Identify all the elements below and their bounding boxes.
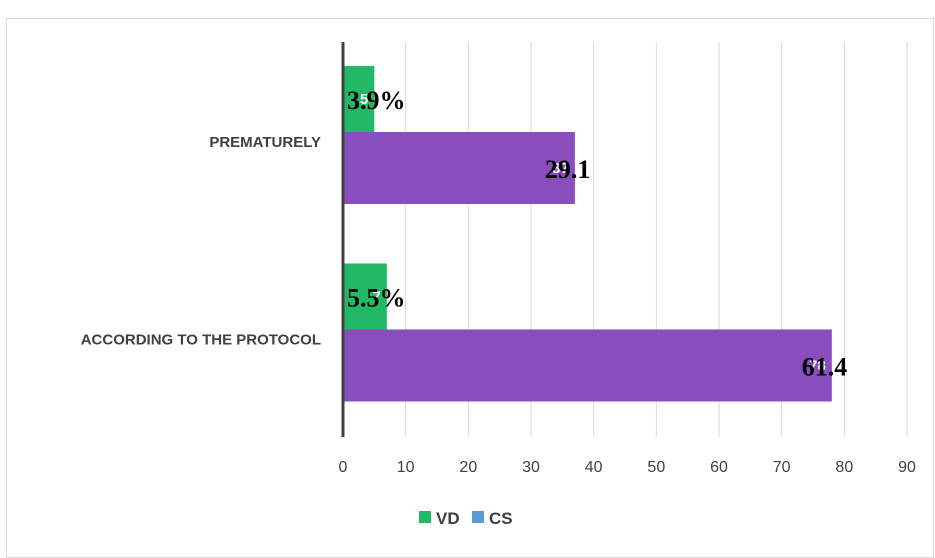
legend-swatch-cs	[472, 511, 484, 523]
overlay-value-label: 3.9%	[347, 86, 406, 115]
bar-vd	[344, 66, 375, 132]
bar-value-label: 37	[552, 160, 569, 177]
bar-value-label: 78	[809, 358, 826, 375]
legend-swatch-vd	[419, 511, 431, 523]
bar-cs	[344, 132, 575, 204]
x-tick-label: 80	[835, 459, 853, 476]
x-tick-label: 50	[647, 459, 665, 476]
bar-value-label: 5	[360, 91, 368, 108]
x-tick-label: 30	[522, 459, 540, 476]
legend-label-vd: VD	[436, 509, 460, 528]
x-tick-label: 60	[710, 459, 728, 476]
bar-value-label: 7	[373, 289, 381, 306]
x-tick-label: 70	[773, 459, 791, 476]
bar-cs	[344, 329, 832, 402]
legend: VD CS	[419, 509, 513, 528]
x-tick-label: 10	[397, 459, 415, 476]
category-label: ACCORDING TO THE PROTOCOL	[81, 331, 321, 348]
x-tick-label: 90	[898, 459, 916, 476]
bar-vd	[344, 263, 387, 330]
x-tick-label: 20	[459, 459, 477, 476]
overlay-value-label: 29.1	[545, 155, 591, 184]
legend-label-cs: CS	[489, 509, 513, 528]
category-labels: PREMATURELY ACCORDING TO THE PROTOCOL	[81, 134, 321, 349]
overlay-value-label: 61.4	[802, 353, 848, 382]
bars	[344, 66, 832, 402]
x-tick-labels: 0 10 20 30 40 50 60 70 80 90	[339, 459, 916, 476]
overlay-value-label: 5.5%	[347, 284, 406, 313]
category-label: PREMATURELY	[209, 134, 321, 151]
x-tick-label: 40	[585, 459, 603, 476]
x-tick-label: 0	[339, 459, 348, 476]
